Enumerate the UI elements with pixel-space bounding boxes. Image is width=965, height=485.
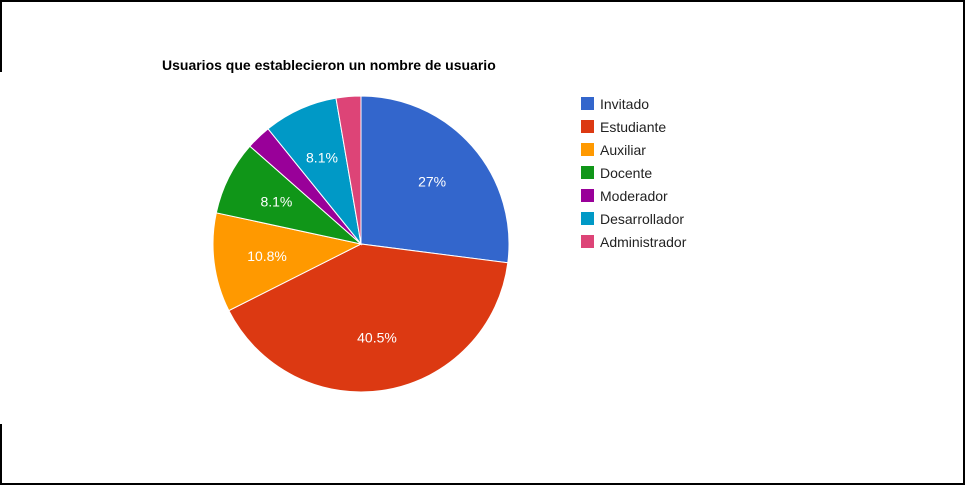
legend-swatch — [581, 235, 594, 248]
legend-label: Docente — [600, 164, 653, 181]
legend-label: Moderador — [600, 187, 668, 204]
pie-slice-administrador[interactable] — [335, 95, 362, 245]
legend-label: Auxiliar — [600, 141, 646, 158]
legend-label: Invitado — [600, 95, 650, 112]
legend-swatch — [581, 212, 594, 225]
pie-slice-auxiliar[interactable] — [212, 212, 363, 312]
slice-label-desarrollador: 8.1% — [306, 150, 338, 166]
legend-item-estudiante[interactable]: Estudiante — [581, 115, 686, 138]
slice-label-invitado: 27% — [418, 173, 446, 189]
legend-swatch — [581, 143, 594, 156]
legend-item-docente[interactable]: Docente — [581, 161, 686, 184]
chart-title: Usuarios que establecieron un nombre de … — [162, 57, 496, 73]
legend-item-auxiliar[interactable]: Auxiliar — [581, 138, 686, 161]
legend-label: Estudiante — [600, 118, 667, 135]
legend-item-desarrollador[interactable]: Desarrollador — [581, 207, 686, 230]
pie-slice-invitado[interactable] — [360, 95, 510, 264]
frame-edge-gap — [0, 72, 5, 424]
slice-label-estudiante: 40.5% — [357, 329, 397, 345]
slice-label-auxiliar: 10.8% — [247, 248, 287, 264]
slice-label-docente: 8.1% — [260, 193, 292, 209]
legend-label: Desarrollador — [600, 210, 685, 227]
pie-slice-estudiante[interactable] — [228, 243, 509, 393]
legend-swatch — [581, 166, 594, 179]
legend-label: Administrador — [600, 233, 687, 250]
legend-item-administrador[interactable]: Administrador — [581, 230, 686, 253]
legend-swatch — [581, 97, 594, 110]
legend-swatch — [581, 120, 594, 133]
legend-swatch — [581, 189, 594, 202]
legend: Invitado Estudiante Auxiliar Docente Moderad… — [581, 92, 686, 253]
legend-item-moderador[interactable]: Moderador — [581, 184, 686, 207]
legend-item-invitado[interactable]: Invitado — [581, 92, 686, 115]
